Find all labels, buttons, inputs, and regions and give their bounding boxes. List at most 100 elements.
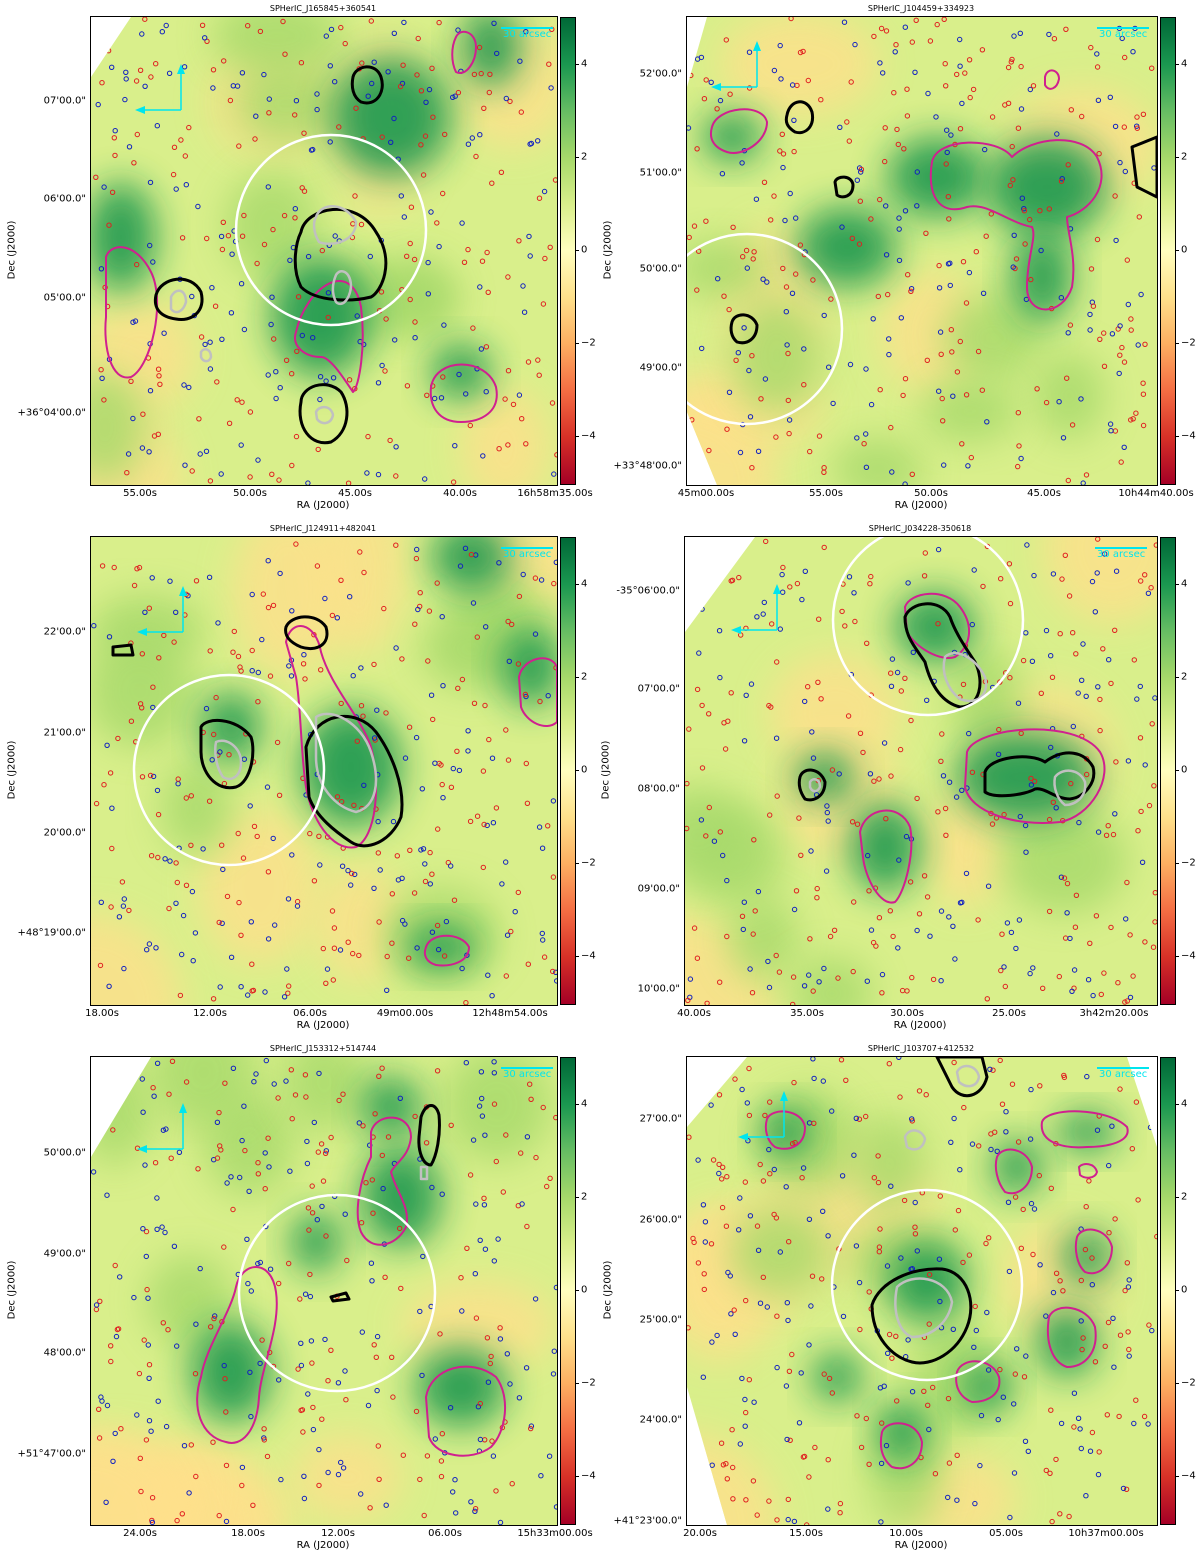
source-marker-red bbox=[1119, 344, 1125, 351]
source-marker-blue bbox=[1071, 967, 1078, 973]
scale-bar-label: 30 arcsec bbox=[503, 1069, 552, 1080]
source-marker-red bbox=[1018, 63, 1024, 70]
source-marker-blue bbox=[239, 1464, 246, 1471]
source-marker-blue bbox=[1126, 1353, 1132, 1359]
source-marker-red bbox=[1105, 1319, 1112, 1326]
source-marker-red bbox=[866, 888, 872, 894]
source-marker-red bbox=[687, 1134, 692, 1140]
source-marker-red bbox=[220, 219, 227, 226]
source-marker-blue bbox=[477, 132, 483, 138]
source-marker-red bbox=[525, 961, 531, 967]
source-marker-blue bbox=[327, 63, 334, 69]
source-marker-blue bbox=[553, 1504, 557, 1510]
source-marker-red bbox=[101, 397, 107, 403]
source-marker-blue bbox=[123, 69, 129, 75]
source-marker-red bbox=[108, 1343, 114, 1349]
source-marker-red bbox=[909, 39, 916, 45]
source-marker-red bbox=[169, 1058, 176, 1065]
source-marker-red bbox=[724, 1476, 730, 1482]
source-marker-red bbox=[397, 1225, 403, 1232]
colorbar-tick bbox=[575, 1383, 579, 1385]
source-marker-blue bbox=[181, 382, 187, 388]
contour-magenta bbox=[994, 1148, 1033, 1195]
source-marker-blue bbox=[1087, 311, 1093, 318]
source-marker-red bbox=[505, 274, 511, 280]
source-marker-blue bbox=[773, 735, 780, 741]
source-marker-red bbox=[754, 1512, 760, 1518]
source-marker-blue bbox=[462, 545, 469, 552]
source-marker-red bbox=[265, 869, 272, 875]
source-marker-red bbox=[1008, 59, 1014, 65]
source-marker-red bbox=[697, 1492, 704, 1498]
source-marker-red bbox=[168, 1155, 174, 1161]
source-marker-red bbox=[438, 1458, 445, 1464]
source-marker-blue bbox=[255, 669, 262, 676]
source-marker-red bbox=[491, 1101, 498, 1107]
source-marker-red bbox=[183, 795, 190, 801]
source-marker-blue bbox=[898, 315, 905, 321]
source-marker-red bbox=[138, 1488, 144, 1495]
source-marker-blue bbox=[1027, 970, 1033, 977]
source-marker-blue bbox=[427, 881, 433, 887]
source-marker-red bbox=[307, 830, 313, 837]
source-marker-blue bbox=[742, 1423, 748, 1429]
source-marker-red bbox=[893, 1333, 899, 1339]
source-marker-red bbox=[302, 676, 308, 682]
y-tick-label: 20'00.0" bbox=[43, 827, 86, 839]
source-marker-blue bbox=[1053, 805, 1059, 811]
source-marker-blue bbox=[914, 203, 920, 209]
source-marker-red bbox=[1051, 36, 1058, 42]
source-marker-red bbox=[299, 1407, 306, 1413]
source-marker-red bbox=[134, 261, 140, 268]
source-marker-red bbox=[1092, 1359, 1099, 1365]
source-marker-blue bbox=[808, 848, 814, 854]
source-marker-blue bbox=[836, 771, 842, 777]
source-marker-blue bbox=[538, 577, 545, 583]
source-marker-blue bbox=[432, 1436, 438, 1442]
source-marker-blue bbox=[517, 58, 523, 64]
colorbar bbox=[560, 537, 576, 1005]
scale-bar-label: 30 arcsec bbox=[1097, 549, 1146, 560]
source-marker-red bbox=[493, 805, 500, 811]
source-marker-red bbox=[909, 471, 916, 477]
source-marker-blue bbox=[519, 1201, 525, 1207]
source-marker-red bbox=[1064, 880, 1071, 887]
source-marker-red bbox=[904, 86, 910, 92]
source-marker-blue bbox=[192, 930, 199, 936]
source-marker-red bbox=[787, 584, 793, 590]
source-marker-blue bbox=[877, 60, 883, 66]
source-marker-red bbox=[866, 1289, 872, 1295]
source-marker-red bbox=[780, 564, 786, 571]
source-marker-red bbox=[523, 760, 529, 767]
source-marker-red bbox=[751, 837, 757, 843]
source-marker-red bbox=[454, 748, 460, 755]
source-marker-red bbox=[924, 894, 931, 900]
source-marker-red bbox=[150, 1085, 156, 1091]
source-marker-red bbox=[854, 821, 861, 827]
source-marker-red bbox=[316, 1482, 322, 1489]
source-marker-red bbox=[831, 927, 838, 933]
source-marker-blue bbox=[1111, 1364, 1117, 1370]
source-marker-blue bbox=[936, 388, 942, 394]
source-marker-red bbox=[381, 605, 387, 612]
source-marker-red bbox=[757, 1161, 763, 1168]
colorbar-tick bbox=[1175, 1290, 1179, 1291]
source-marker-red bbox=[360, 1123, 366, 1129]
source-marker-red bbox=[691, 925, 698, 931]
source-marker-red bbox=[898, 688, 905, 694]
source-marker-red bbox=[342, 40, 348, 47]
source-marker-red bbox=[1102, 1343, 1108, 1349]
source-marker-red bbox=[763, 538, 769, 545]
source-marker-blue bbox=[1083, 1493, 1089, 1499]
source-marker-red bbox=[746, 1065, 752, 1072]
source-marker-blue bbox=[700, 1374, 706, 1380]
source-marker-blue bbox=[215, 620, 221, 626]
source-marker-blue bbox=[422, 861, 428, 867]
source-marker-blue bbox=[247, 803, 253, 809]
source-marker-red bbox=[785, 350, 791, 357]
source-marker-blue bbox=[698, 54, 705, 61]
source-marker-blue bbox=[1005, 1199, 1012, 1206]
source-marker-blue bbox=[307, 1293, 314, 1300]
source-marker-red bbox=[99, 563, 106, 569]
source-marker-blue bbox=[1078, 1318, 1084, 1324]
